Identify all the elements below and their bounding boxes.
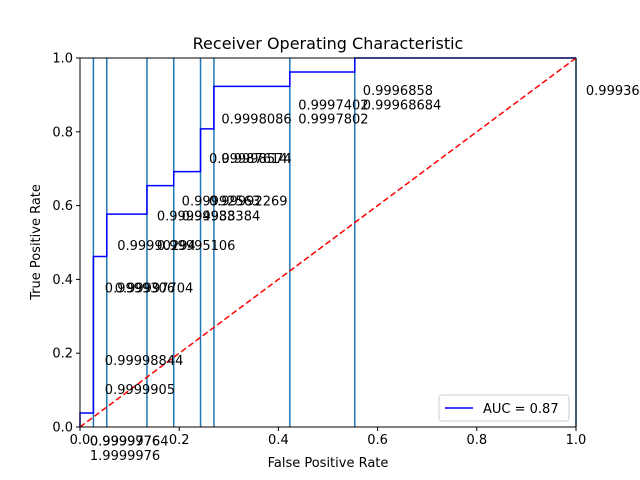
threshold-annotation: 0.99998844 [105, 354, 184, 369]
threshold-annotation: 0.9996858 [363, 84, 433, 99]
threshold-annotations: 1.99999760.99999050.999988440.99993060.9… [90, 84, 640, 464]
threshold-annotation: 0.99992269 [209, 195, 288, 210]
threshold-annotation: 0.99987614 [209, 152, 288, 167]
legend-label: AUC = 0.87 [483, 402, 559, 417]
y-axis-label: True Positive Rate [29, 184, 44, 301]
y-tick-label: 0.8 [52, 125, 73, 140]
axes-frame [79, 57, 577, 428]
threshold-annotation: 0.99968684 [363, 99, 442, 114]
y-tick-label: 1.0 [52, 52, 73, 67]
y-tick-label: 0.4 [52, 273, 73, 288]
axis-ticks: 0.0 0.2 0.4 0.6 0.8 1.0 0.0 0.2 0.4 0.6 0.8 1.0 [52, 52, 586, 449]
threshold-annotation: 0.99983384 [182, 209, 261, 224]
threshold-annotation: 0.9997402 [298, 99, 368, 114]
threshold-annotation: 0.9999905 [105, 383, 175, 398]
chart-title: Receiver Operating Characteristic [193, 34, 464, 53]
threshold-annotation: 1.9999976 [90, 449, 160, 464]
x-axis-label: False Positive Rate [268, 456, 389, 471]
threshold-annotation: 0.9999306 [105, 281, 175, 296]
threshold-annotation: 0.99994938 [157, 209, 236, 224]
roc-curve-line [79, 57, 576, 427]
threshold-annotation: 0.9998086 [221, 113, 291, 128]
x-tick-label: 0.0 [70, 433, 91, 448]
threshold-annotation: 0.99997704 [115, 281, 194, 296]
x-tick-label: 0.6 [367, 433, 388, 448]
x-tick-label: 0.4 [268, 433, 289, 448]
threshold-annotation: 0.9998574 [221, 152, 291, 167]
threshold-annotation: 0.99992563 [182, 195, 261, 210]
threshold-annotation: 0.99997764 [90, 434, 169, 449]
threshold-annotation: 0.99990294 [117, 239, 196, 254]
threshold-annotation: 0.99995106 [157, 239, 236, 254]
legend-box [438, 394, 570, 422]
chance-diagonal-line [79, 57, 577, 428]
y-tick-label: 0.2 [52, 347, 73, 362]
x-tick-label: 0.8 [466, 433, 487, 448]
threshold-annotation: 0.99936 [586, 84, 640, 99]
threshold-annotation: 0.9997802 [298, 113, 368, 128]
x-tick-label: 0.2 [169, 433, 190, 448]
y-tick-label: 0.0 [52, 421, 73, 436]
threshold-annotation: 0.9999976 [90, 434, 160, 449]
x-tick-label: 1.0 [566, 433, 587, 448]
legend: AUC = 0.87 [438, 394, 570, 422]
y-tick-label: 0.6 [52, 199, 73, 214]
